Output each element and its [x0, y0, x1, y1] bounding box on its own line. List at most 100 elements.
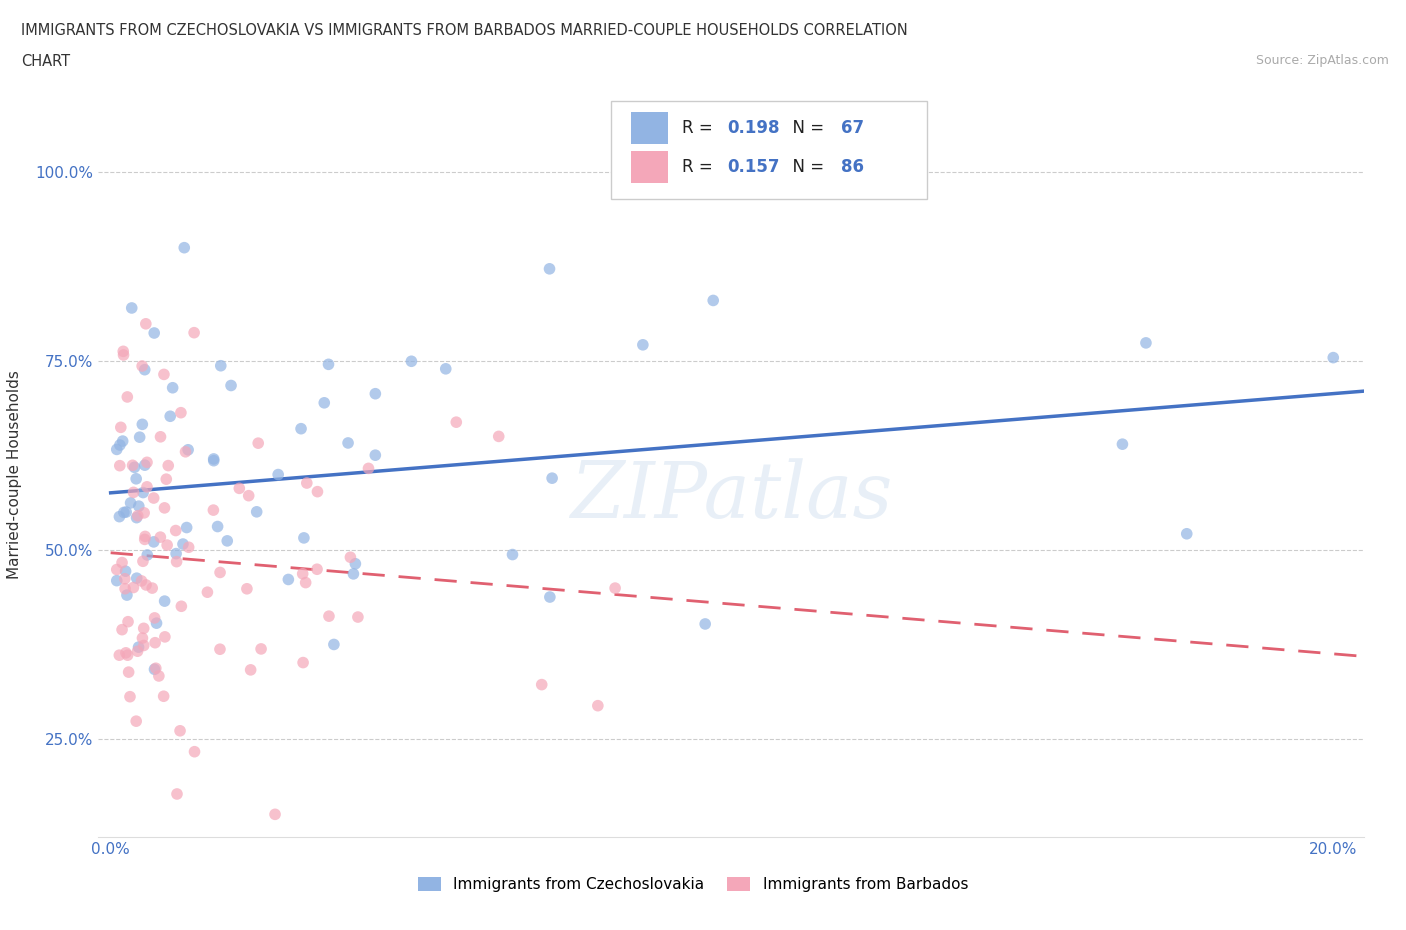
Point [105, 562, 128, 577]
Point [114, 581, 136, 596]
Point [134, 363, 156, 378]
Point [115, 645, 138, 660]
Text: R =: R = [682, 158, 718, 177]
Point [112, 505, 135, 520]
Point [128, 430, 150, 445]
Point [1175, 526, 1198, 541]
Point [125, 571, 148, 586]
Point [114, 564, 136, 578]
Point [132, 485, 155, 500]
Point [364, 447, 387, 462]
Point [177, 539, 200, 554]
Point [117, 665, 139, 680]
Text: Source: ZipAtlas.com: Source: ZipAtlas.com [1256, 54, 1389, 67]
Point [125, 713, 148, 728]
Point [110, 419, 132, 434]
Point [177, 443, 200, 458]
Point [135, 578, 157, 592]
Point [318, 609, 340, 624]
Point [434, 362, 457, 377]
Point [586, 698, 609, 713]
Point [142, 491, 165, 506]
Point [108, 510, 131, 525]
Point [131, 417, 153, 432]
Point [217, 534, 239, 549]
Point [318, 357, 340, 372]
Point [446, 415, 468, 430]
Point [162, 380, 184, 395]
Point [143, 610, 166, 625]
Point [1135, 336, 1157, 351]
Text: ZIPatlas: ZIPatlas [569, 458, 893, 534]
Point [143, 326, 166, 340]
Point [135, 316, 157, 331]
Point [111, 622, 134, 637]
Point [357, 461, 380, 476]
Point [115, 588, 138, 603]
Point [132, 638, 155, 653]
Point [208, 642, 231, 657]
Point [364, 386, 387, 401]
Point [125, 511, 148, 525]
Point [143, 662, 166, 677]
Point [142, 535, 165, 550]
FancyBboxPatch shape [631, 152, 668, 183]
Point [134, 458, 156, 472]
Point [128, 498, 150, 513]
Text: 0.157: 0.157 [727, 158, 780, 177]
Point [277, 572, 299, 587]
Text: N =: N = [782, 119, 830, 138]
FancyBboxPatch shape [631, 113, 668, 144]
Point [125, 472, 148, 486]
Point [145, 661, 167, 676]
Point [347, 609, 370, 624]
Point [342, 566, 364, 581]
Point [118, 689, 141, 704]
Point [159, 409, 181, 424]
Point [207, 519, 229, 534]
Point [112, 344, 135, 359]
Point [153, 593, 176, 608]
Text: 0.198: 0.198 [727, 119, 780, 138]
Point [339, 550, 361, 565]
Point [538, 590, 561, 604]
Text: 67: 67 [841, 119, 865, 138]
Point [148, 669, 170, 684]
Point [165, 546, 187, 561]
Point [530, 677, 553, 692]
Point [267, 467, 290, 482]
Point [122, 580, 145, 595]
Point [153, 367, 176, 382]
Text: R =: R = [682, 119, 718, 138]
Point [112, 348, 135, 363]
Point [238, 488, 260, 503]
Point [202, 453, 225, 468]
Point [202, 451, 225, 466]
Point [183, 326, 205, 340]
Point [156, 538, 179, 552]
Point [134, 529, 156, 544]
Point [111, 555, 134, 570]
Point [141, 580, 163, 595]
Point [292, 530, 315, 545]
Point [172, 537, 194, 551]
Point [121, 300, 143, 315]
Point [152, 689, 174, 704]
Point [134, 505, 156, 520]
Point [1111, 437, 1133, 452]
Point [264, 807, 287, 822]
Point [173, 240, 195, 255]
Point [132, 554, 155, 569]
Point [117, 390, 139, 405]
FancyBboxPatch shape [610, 100, 928, 199]
Point [294, 575, 316, 590]
Point [292, 655, 315, 670]
Point [117, 615, 139, 630]
Point [105, 573, 128, 588]
Point [136, 455, 159, 470]
Point [155, 472, 177, 486]
Point [246, 504, 269, 519]
Point [108, 647, 131, 662]
Point [124, 459, 146, 474]
Point [166, 554, 188, 569]
